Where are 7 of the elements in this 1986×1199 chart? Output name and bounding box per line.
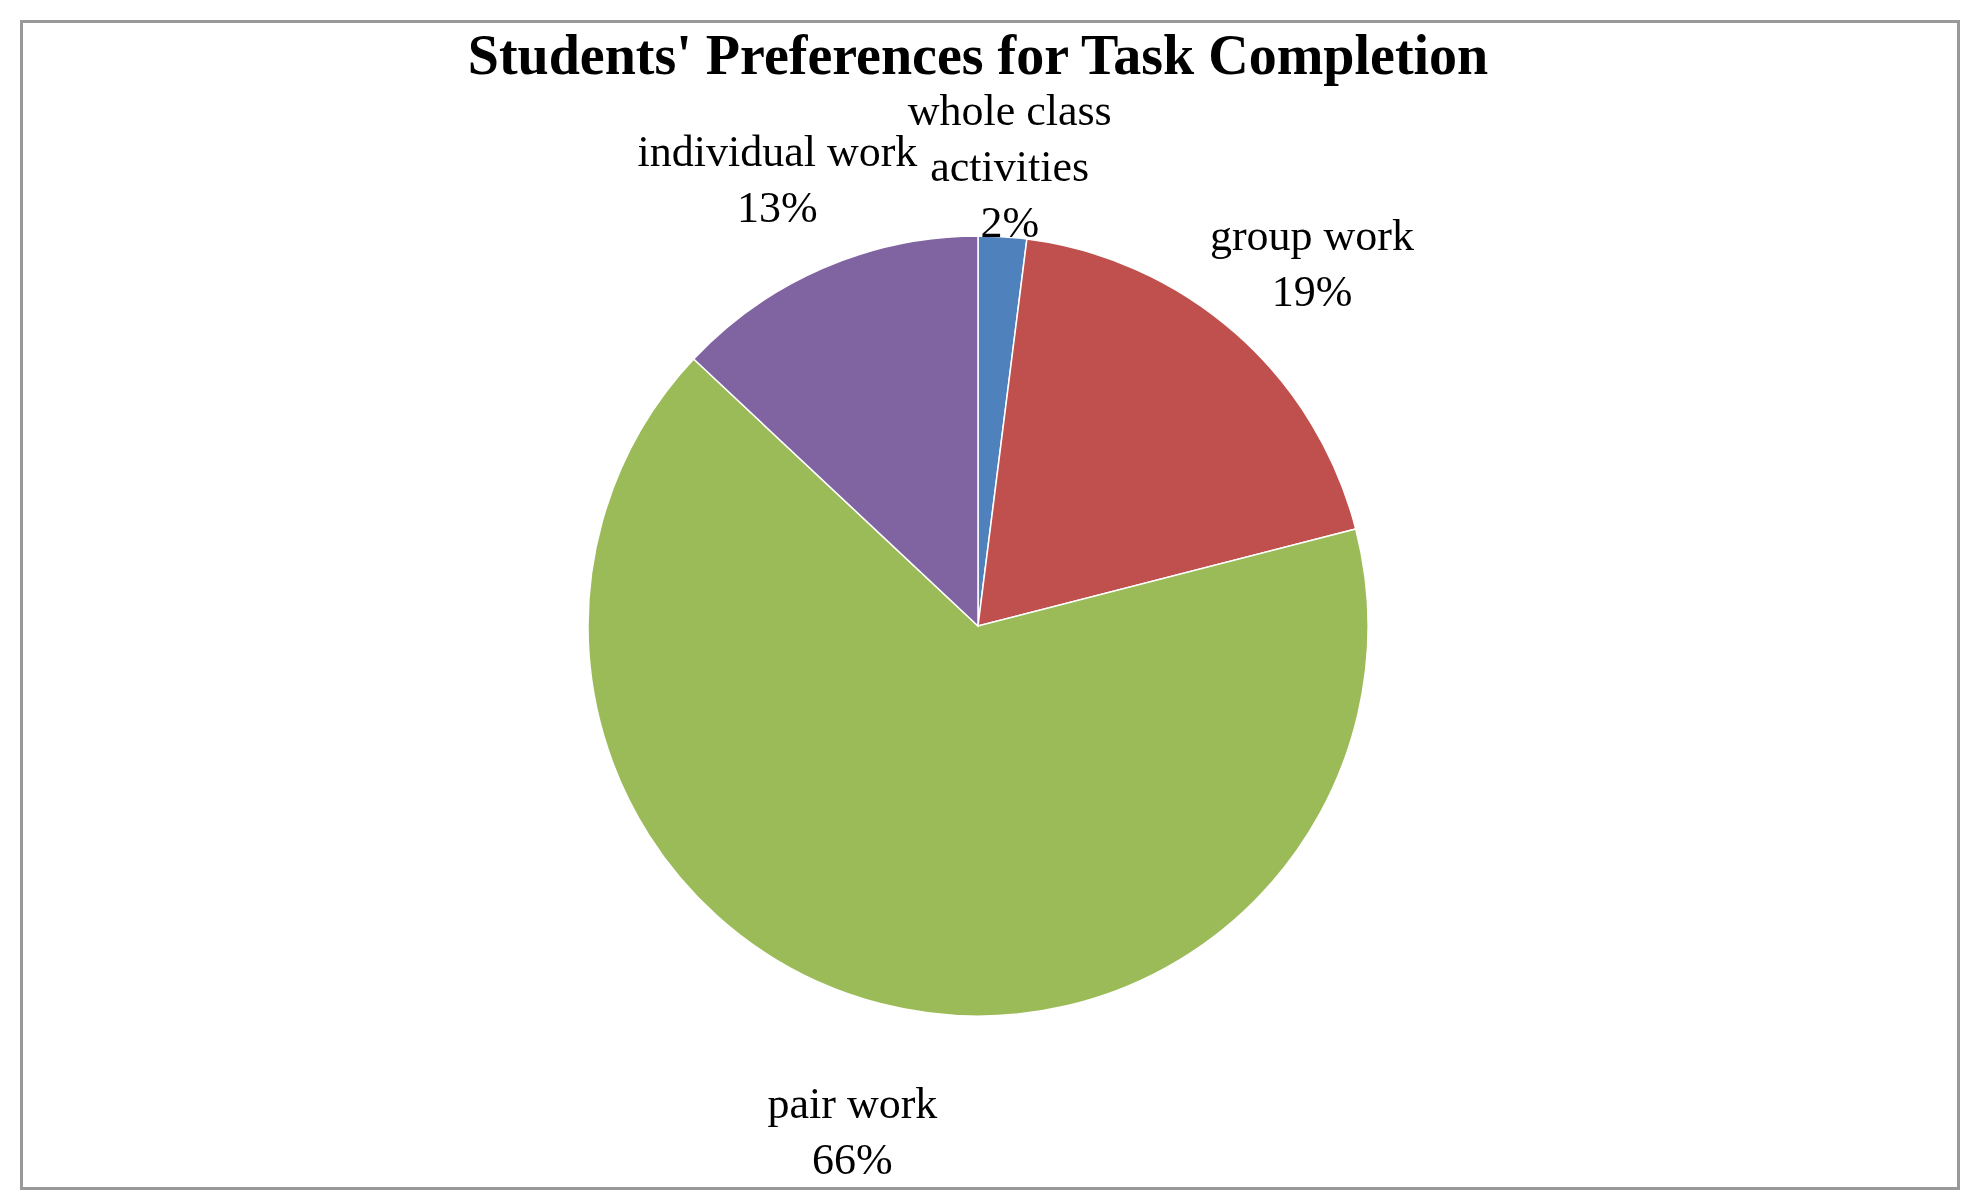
chart-title: Students' Preferences for Task Completion [467,24,1489,86]
data-label: 2% [980,198,1040,247]
slice-label: pair work [767,1079,938,1129]
slice-label: group work [1209,211,1415,261]
data-label: 19% [1271,267,1353,317]
data-label: 66% [812,1135,893,1185]
data-label: 13% [737,182,818,232]
